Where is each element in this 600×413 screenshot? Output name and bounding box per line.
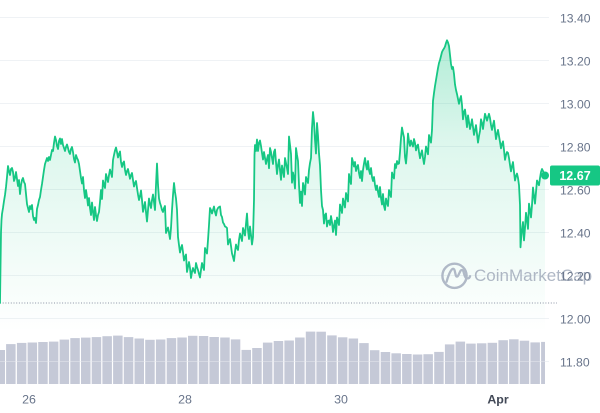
svg-text:11.80: 11.80 [560, 355, 590, 369]
svg-text:30: 30 [334, 393, 348, 407]
svg-text:13.40: 13.40 [560, 11, 591, 25]
svg-text:13.20: 13.20 [560, 54, 591, 68]
svg-text:12.00: 12.00 [560, 312, 591, 326]
svg-text:12.40: 12.40 [560, 226, 591, 240]
svg-text:13.00: 13.00 [560, 97, 591, 111]
svg-text:Apr: Apr [487, 393, 509, 407]
svg-text:12.60: 12.60 [560, 183, 591, 197]
svg-text:CoinMarketCap: CoinMarketCap [474, 266, 592, 285]
svg-text:26: 26 [22, 393, 36, 407]
svg-text:28: 28 [178, 393, 192, 407]
svg-text:12.80: 12.80 [560, 140, 591, 154]
svg-text:12.20: 12.20 [560, 269, 591, 283]
svg-text:12.67: 12.67 [559, 169, 590, 183]
